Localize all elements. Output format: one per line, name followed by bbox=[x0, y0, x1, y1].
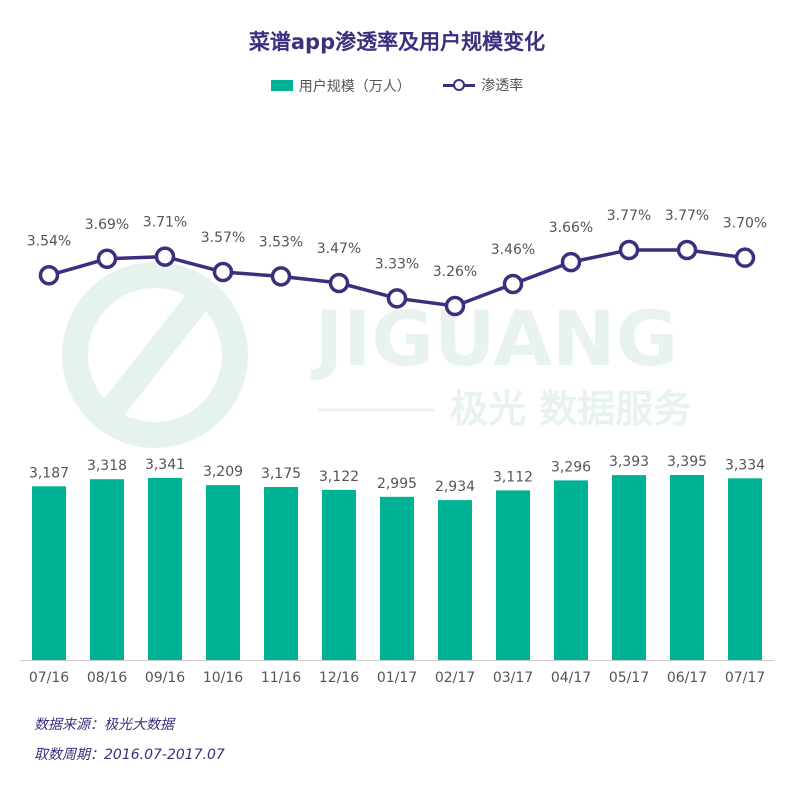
legend-item-penetration: 渗透率 bbox=[443, 75, 523, 95]
bar-10/16 bbox=[206, 485, 240, 660]
rate-label-11/16: 3.53% bbox=[259, 234, 303, 250]
bar-09/16 bbox=[148, 477, 182, 660]
x-tick-07/16: 07/16 bbox=[29, 670, 69, 686]
penetration-points bbox=[38, 239, 756, 317]
x-tick-11/16: 11/16 bbox=[261, 670, 301, 686]
rate-point-06/17 bbox=[676, 239, 698, 261]
rate-point-11/16 bbox=[270, 266, 292, 287]
bar-01/17 bbox=[380, 496, 414, 660]
bar-07/17 bbox=[728, 478, 762, 660]
bar-value-labels: 3,187 3,318 3,341 3,209 3,175 3,122 2,995 2,934… bbox=[29, 454, 765, 495]
legend: 用户规模（万人） 渗透率 bbox=[0, 75, 794, 96]
bar-06/17 bbox=[670, 475, 704, 660]
legend-bar-swatch bbox=[270, 80, 293, 91]
rate-point-12/16 bbox=[328, 272, 350, 294]
legend-label-penetration: 渗透率 bbox=[481, 78, 524, 94]
rate-point-03/17 bbox=[502, 273, 524, 295]
bar-label-10/16: 3,209 bbox=[203, 464, 243, 480]
bar-label-07/16: 3,187 bbox=[29, 465, 69, 481]
x-axis-tick-labels: 07/16 08/16 09/16 10/16 11/16 12/16 01/17 02/17… bbox=[29, 670, 765, 686]
rate-point-10/16 bbox=[212, 261, 234, 283]
x-tick-04/17: 04/17 bbox=[551, 670, 591, 686]
bar-02/17 bbox=[438, 500, 472, 660]
rate-point-07/16 bbox=[38, 265, 60, 286]
x-tick-06/17: 06/17 bbox=[667, 670, 707, 686]
legend-label-users: 用户规模（万人） bbox=[298, 78, 411, 95]
rate-point-07/17 bbox=[734, 247, 756, 268]
x-tick-12/16: 12/16 bbox=[319, 670, 359, 686]
bar-label-08/16: 3,318 bbox=[87, 458, 127, 474]
rate-label-04/17: 3.66% bbox=[549, 220, 593, 236]
bar-label-05/17: 3,393 bbox=[609, 454, 649, 470]
x-tick-09/16: 09/16 bbox=[145, 670, 185, 686]
rate-label-12/16: 3.47% bbox=[317, 241, 361, 257]
combo-chart: 3,187 3,318 3,341 3,209 3,175 3,122 2,995 2,934… bbox=[20, 208, 774, 686]
bar-07/16 bbox=[32, 486, 66, 660]
x-tick-07/17: 07/17 bbox=[725, 670, 765, 686]
data-period-note: 取数周期：2016.07-2017.07 bbox=[34, 747, 225, 763]
bar-05/17 bbox=[612, 475, 646, 660]
bar-label-01/17: 2,995 bbox=[377, 476, 417, 492]
penetration-value-labels: 3.54% 3.69% 3.71% 3.57% 3.53% 3.47% 3.33% 3.26%… bbox=[27, 208, 767, 280]
rate-label-07/17: 3.70% bbox=[723, 216, 767, 232]
x-tick-10/16: 10/16 bbox=[203, 670, 243, 686]
x-tick-02/17: 02/17 bbox=[435, 670, 475, 686]
x-tick-05/17: 05/17 bbox=[609, 670, 649, 686]
bar-label-06/17: 3,395 bbox=[667, 454, 707, 470]
rate-point-01/17 bbox=[386, 288, 408, 309]
rate-label-03/17: 3.46% bbox=[491, 242, 535, 258]
x-tick-08/16: 08/16 bbox=[87, 670, 127, 686]
rate-label-10/16: 3.57% bbox=[201, 230, 245, 246]
bar-label-02/17: 2,934 bbox=[435, 479, 475, 495]
rate-label-02/17: 3.26% bbox=[433, 264, 477, 280]
rate-point-05/17 bbox=[618, 239, 640, 261]
rate-label-07/16: 3.54% bbox=[27, 233, 71, 249]
rate-point-02/17 bbox=[444, 295, 466, 317]
rate-label-06/17: 3.77% bbox=[665, 208, 709, 224]
data-source-note: 数据来源：极光大数据 bbox=[34, 717, 174, 733]
bar-label-03/17: 3,112 bbox=[493, 469, 533, 485]
bar-label-12/16: 3,122 bbox=[319, 469, 359, 485]
bar-label-09/16: 3,341 bbox=[145, 457, 185, 473]
bar-series bbox=[32, 475, 762, 660]
bar-11/16 bbox=[264, 486, 298, 660]
bar-04/17 bbox=[554, 480, 588, 660]
bar-label-11/16: 3,175 bbox=[261, 466, 301, 482]
bar-03/17 bbox=[496, 490, 530, 660]
x-tick-03/17: 03/17 bbox=[493, 670, 533, 686]
rate-label-01/17: 3.33% bbox=[375, 256, 419, 272]
rate-label-08/16: 3.69% bbox=[85, 217, 129, 233]
rate-label-09/16: 3.71% bbox=[143, 215, 187, 231]
bar-label-07/17: 3,334 bbox=[725, 457, 765, 473]
rate-point-08/16 bbox=[96, 248, 118, 270]
chart-title: 菜谱app渗透率及用户规模变化 bbox=[248, 30, 546, 54]
x-tick-01/17: 01/17 bbox=[377, 670, 417, 686]
legend-item-users: 用户规模（万人） bbox=[270, 76, 411, 96]
bar-12/16 bbox=[322, 489, 356, 660]
bar-08/16 bbox=[90, 479, 124, 660]
legend-line-swatch bbox=[443, 79, 476, 91]
rate-point-09/16 bbox=[154, 246, 176, 267]
rate-label-05/17: 3.77% bbox=[607, 208, 651, 224]
rate-point-04/17 bbox=[560, 251, 582, 273]
bar-label-04/17: 3,296 bbox=[551, 459, 591, 475]
